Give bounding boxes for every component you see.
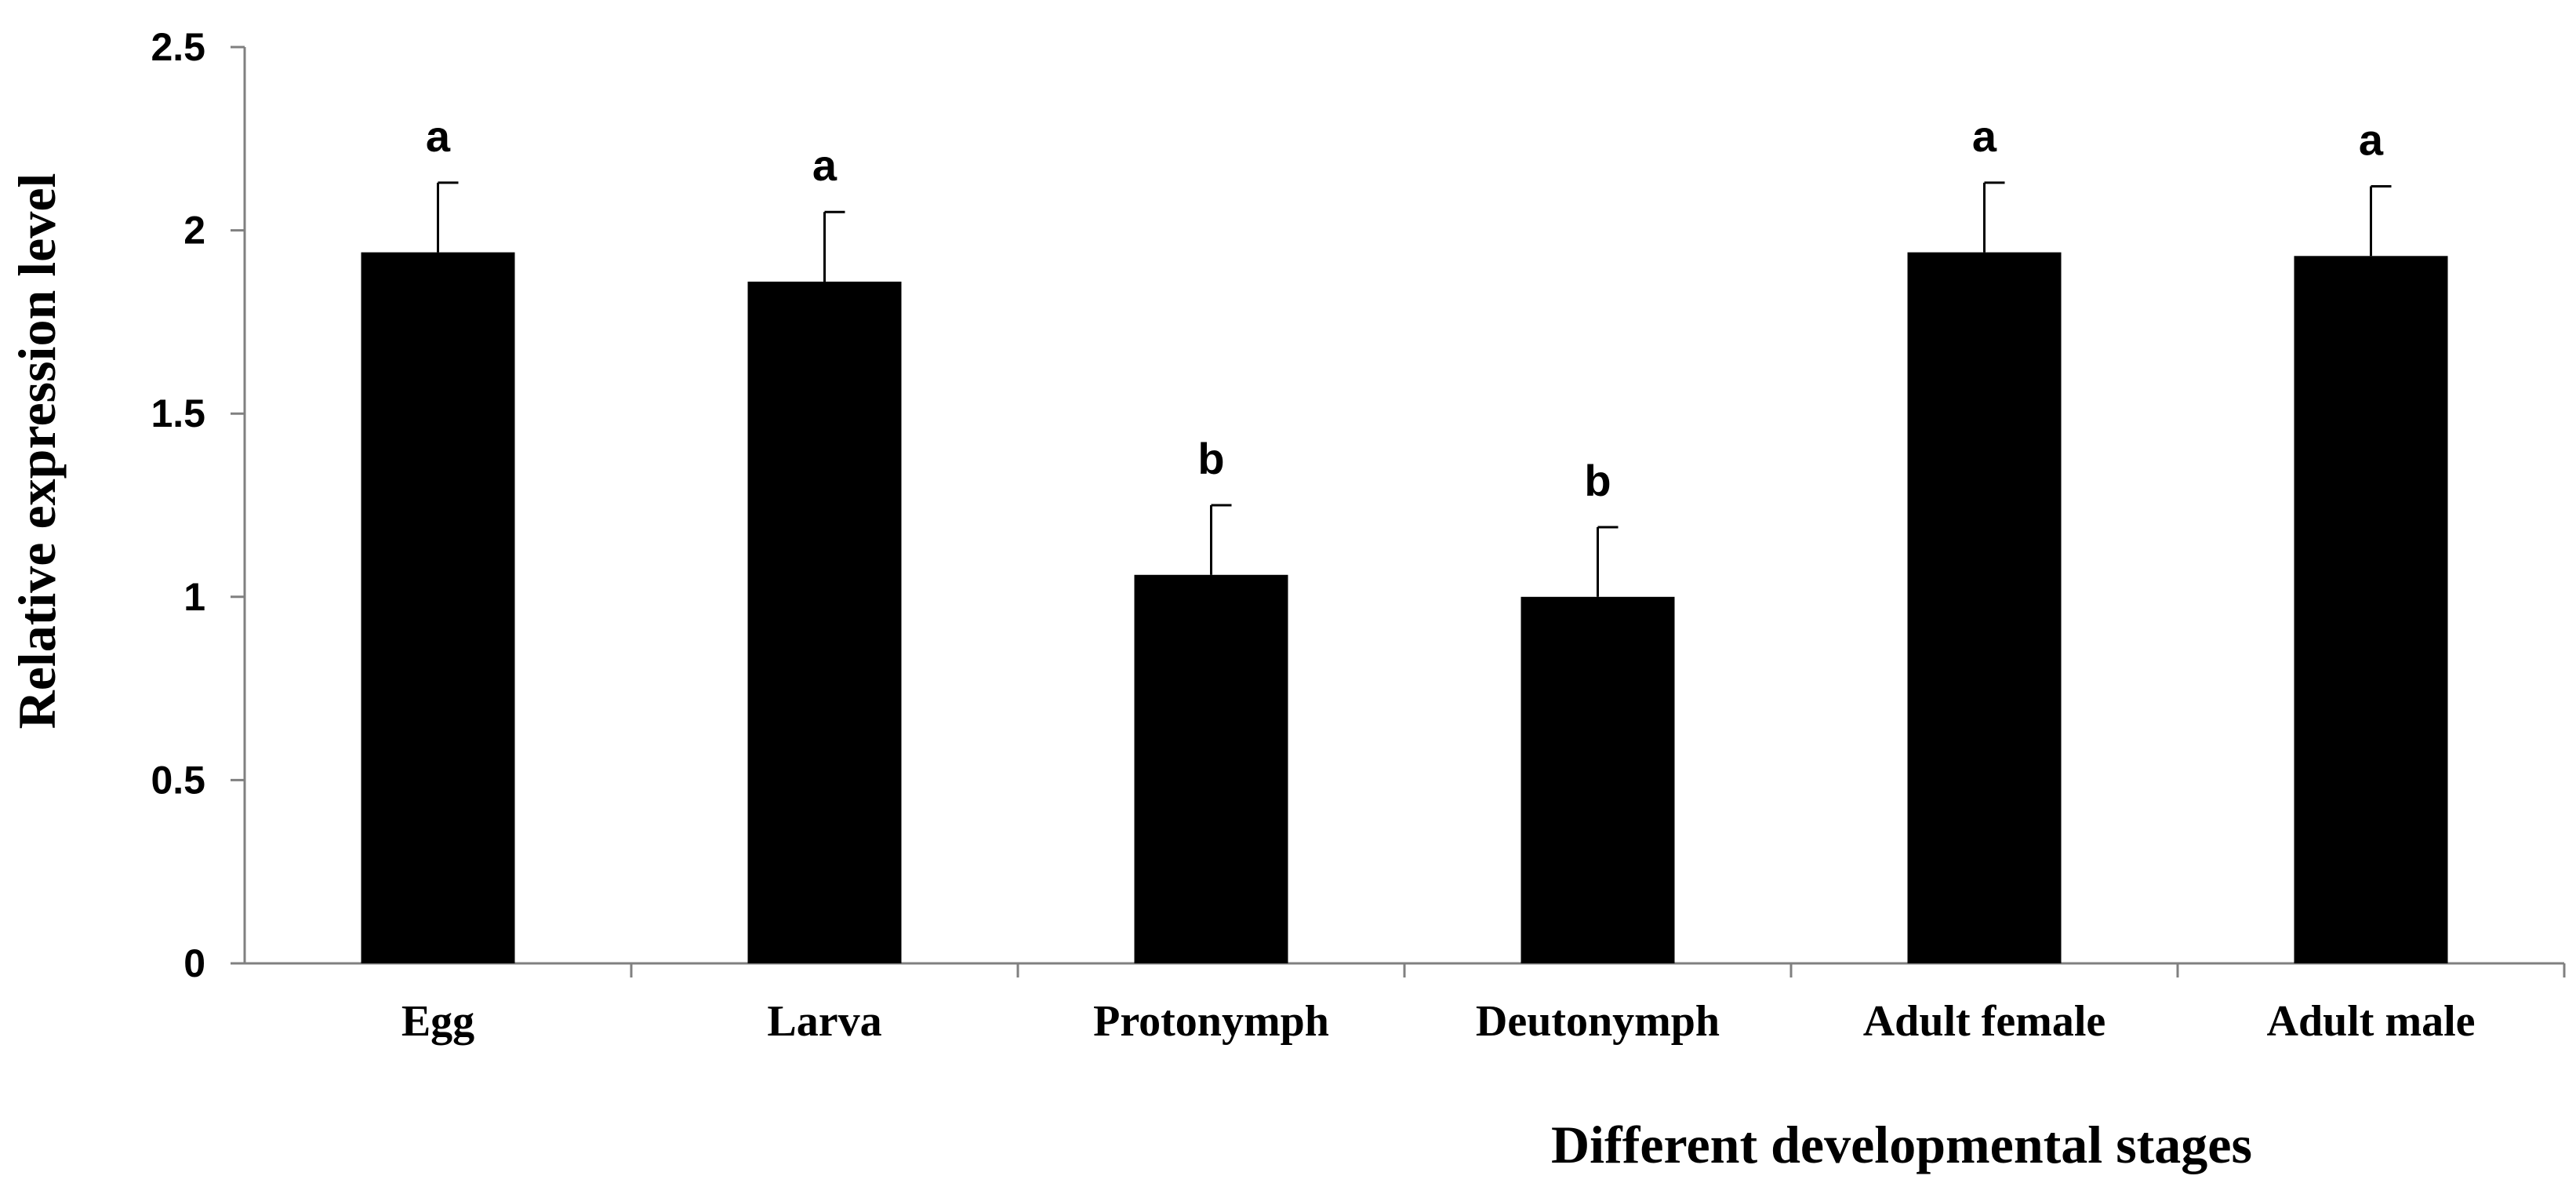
bar [1521,596,1675,963]
y-axis-title: Relative expression level [7,173,67,730]
significance-label: a [812,140,837,190]
y-tick-label: 1.5 [151,391,205,435]
x-tick-label: Larva [767,997,881,1046]
y-axis: 0 0.5 1 1.5 2 2.5 [151,25,246,985]
bar [1907,252,2062,964]
x-tick-label: Deutonymph [1476,997,1720,1046]
x-tick-label: Adult male [2267,997,2476,1046]
x-tick-label: Protonymph [1093,997,1329,1046]
x-tick-label: Egg [401,997,474,1046]
significance-label: b [1584,456,1611,505]
x-axis [245,962,2566,977]
bars [361,181,2448,964]
significance-label: a [426,111,451,161]
x-axis-title: Different developmental stages [1551,1115,2252,1174]
x-tick-label: Adult female [1863,997,2106,1046]
significance-label: a [2359,115,2384,165]
bar [747,282,902,963]
y-tick-label: 2.5 [151,25,205,69]
y-tick-label: 1 [183,575,205,619]
bar [361,252,515,964]
y-tick-label: 0.5 [151,758,205,802]
y-tick-label: 0 [183,941,205,985]
labels: a Egg a Larva b Protonymph b Deutonymph a Adult f… [401,111,2476,1046]
significance-label: a [1972,111,1997,161]
y-tick-label: 2 [183,209,205,253]
significance-label: b [1197,434,1224,483]
bar [1134,574,1288,963]
bar [2294,256,2448,964]
